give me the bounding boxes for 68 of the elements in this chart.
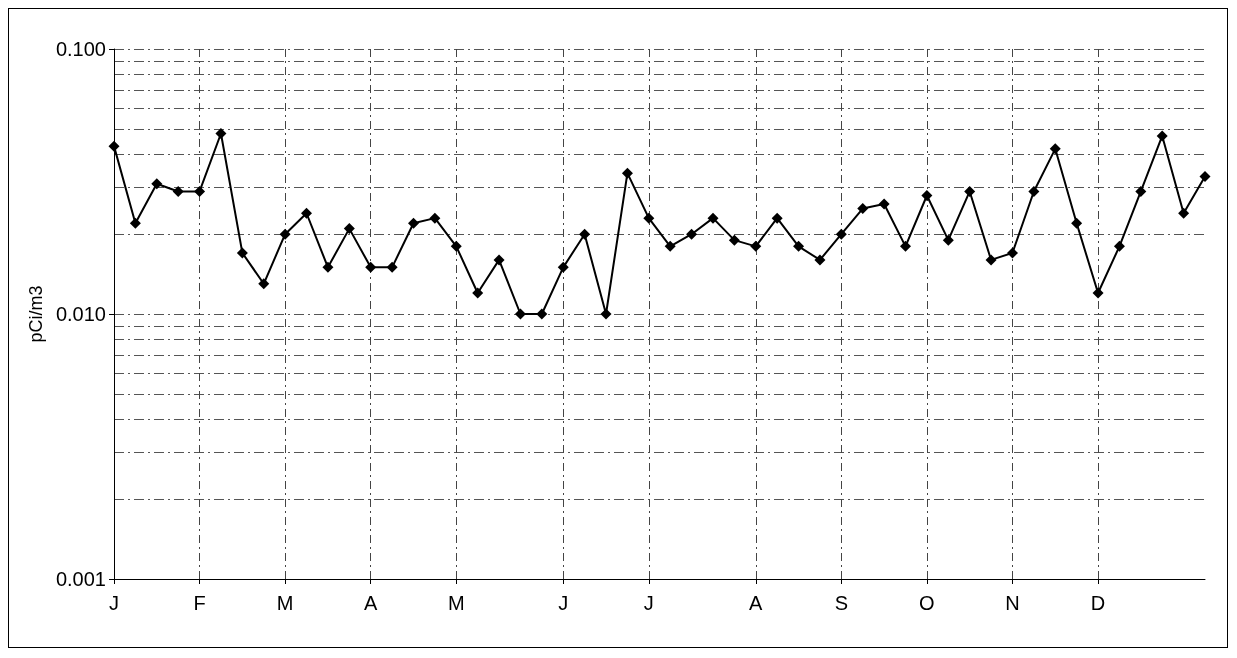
point <box>621 167 633 179</box>
x-tick-label: A <box>749 592 764 614</box>
y-tick-label: 0.100 <box>55 38 106 60</box>
point <box>1113 240 1125 252</box>
point <box>1049 143 1061 155</box>
x-tick-label: D <box>1090 592 1106 614</box>
point <box>1156 130 1168 142</box>
x-tick-label: N <box>1005 592 1020 614</box>
point <box>600 308 612 320</box>
point <box>450 240 462 252</box>
x-tick-label: M <box>276 592 294 614</box>
point <box>557 261 569 273</box>
x-tick-label: J <box>643 592 654 614</box>
point <box>750 240 762 252</box>
point <box>301 207 313 219</box>
point <box>343 223 355 235</box>
point <box>194 185 206 197</box>
point <box>793 240 805 252</box>
point <box>835 228 847 240</box>
x-tick-label: F <box>193 592 206 614</box>
point <box>900 240 912 252</box>
point <box>1006 247 1018 259</box>
point <box>728 234 740 246</box>
x-tick-label: J <box>109 592 119 614</box>
x-tick-label: S <box>834 592 849 614</box>
x-tick-label: A <box>364 592 379 614</box>
x-tick-label: O <box>919 592 935 614</box>
point <box>514 308 526 320</box>
point <box>686 228 698 240</box>
point <box>857 203 869 215</box>
point <box>985 254 997 266</box>
x-tick-label: J <box>558 592 569 614</box>
point <box>1071 217 1083 229</box>
point <box>493 254 505 266</box>
point <box>921 190 933 201</box>
point <box>878 198 890 210</box>
point <box>386 261 398 273</box>
point <box>964 185 976 197</box>
point <box>279 228 291 240</box>
point <box>1092 287 1104 299</box>
point <box>942 234 954 246</box>
point <box>664 240 676 252</box>
point <box>322 261 334 273</box>
point <box>579 228 591 240</box>
point <box>771 212 783 224</box>
point <box>429 212 441 224</box>
point <box>108 140 120 152</box>
point <box>365 261 377 273</box>
point <box>258 278 270 290</box>
y-axis-title: pCi/m3 <box>26 285 47 343</box>
point <box>1178 207 1190 219</box>
point <box>151 178 163 190</box>
point <box>1028 185 1040 197</box>
point <box>707 212 719 224</box>
point <box>236 247 248 259</box>
point <box>536 308 548 320</box>
point <box>643 212 655 224</box>
point <box>814 254 826 266</box>
point <box>129 217 141 229</box>
y-tick-label: 0.010 <box>55 303 106 325</box>
point <box>472 287 484 299</box>
point <box>1199 171 1211 183</box>
point <box>1135 185 1147 197</box>
point <box>172 185 184 197</box>
y-tick-label: 0.001 <box>55 568 106 590</box>
point <box>215 127 227 139</box>
point <box>407 217 419 229</box>
x-tick-label: M <box>447 592 465 614</box>
